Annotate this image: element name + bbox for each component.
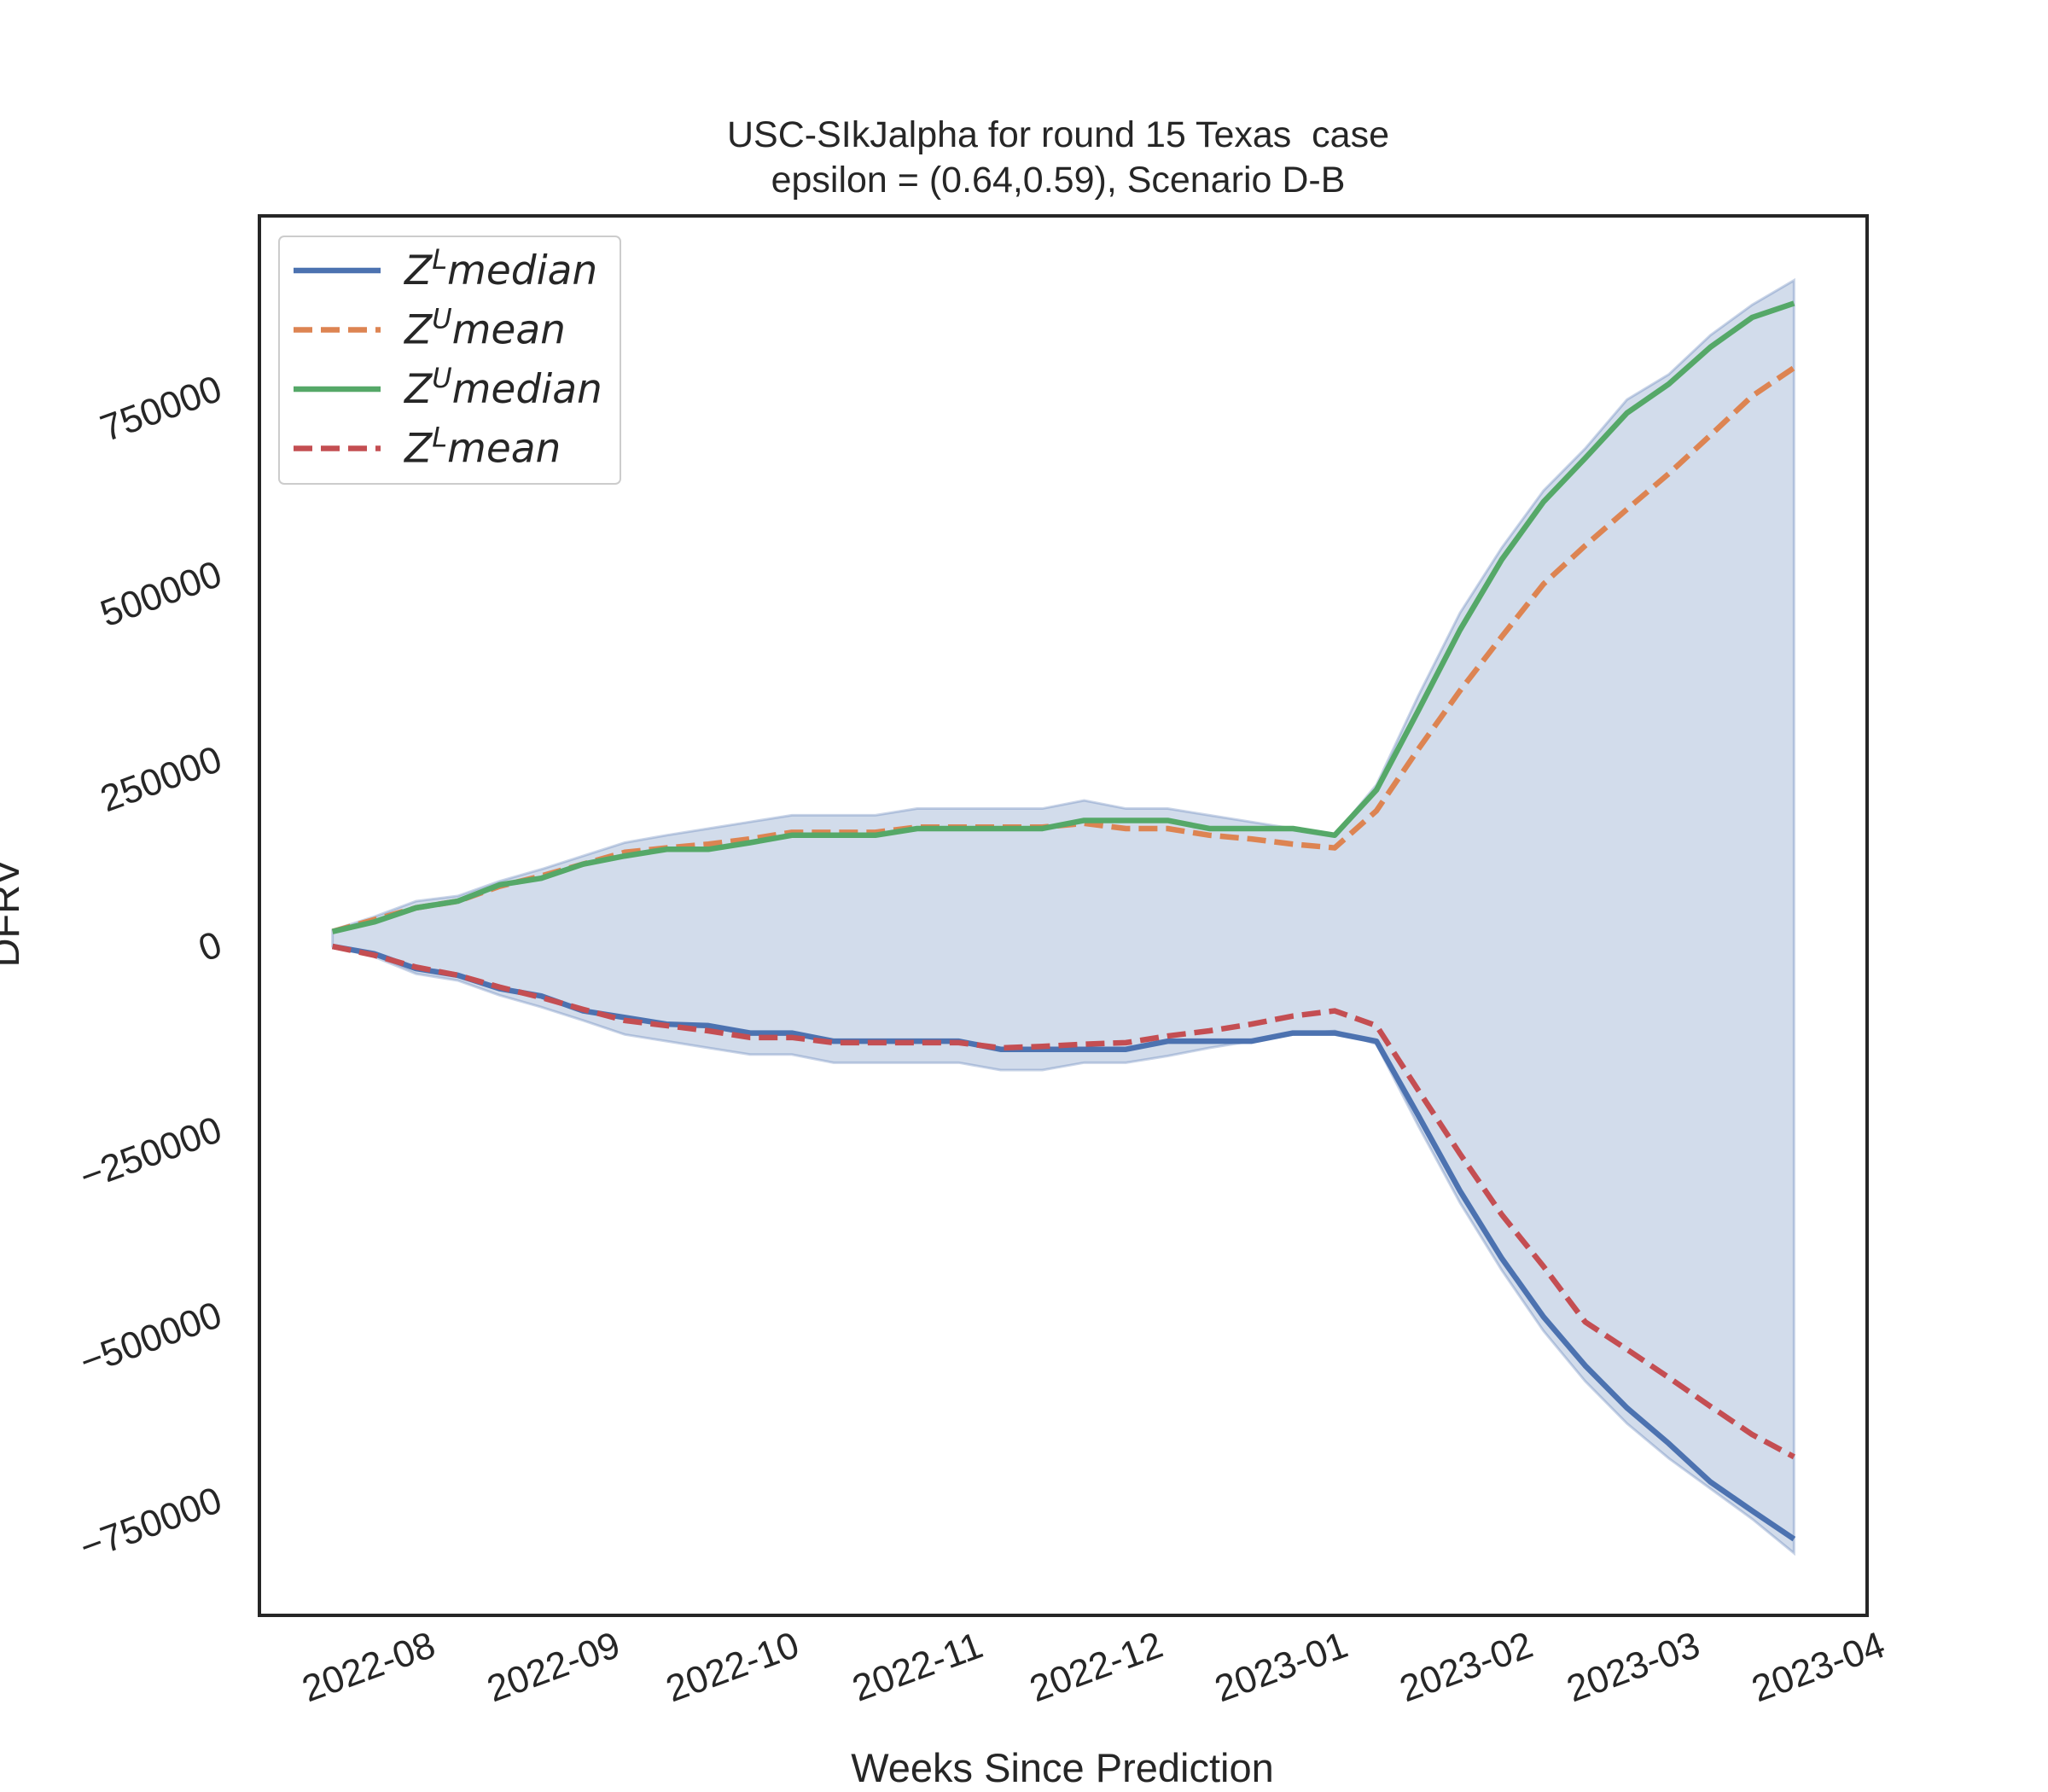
x-tick-label: 2023-04 [1747, 1624, 1891, 1710]
x-tick-label: 2023-01 [1209, 1624, 1353, 1710]
series-line [331, 300, 1795, 934]
x-tick-label: 2022-12 [1024, 1624, 1168, 1710]
y-tick-label: −500000 [74, 1294, 227, 1383]
legend-label-text: mean [452, 307, 566, 354]
legend-label-sup: U [432, 303, 451, 335]
x-tick-label: 2023-02 [1394, 1624, 1539, 1710]
legend-label: ZUmean [403, 303, 566, 354]
x-axis-label: Weeks Since Prediction [851, 1745, 1273, 1790]
legend-label-base: Z [403, 426, 433, 473]
series-line [331, 943, 1795, 1460]
x-tick-label: 2022-10 [660, 1624, 805, 1710]
chart-title: USC-SIkJalpha for round 15 Texas case [727, 114, 1389, 155]
band [331, 277, 1795, 1556]
x-tick-label: 2023-03 [1562, 1624, 1706, 1710]
legend-label: ZUmedian [403, 362, 602, 413]
legend-label-text: median [452, 366, 602, 413]
legend-label-text: mean [447, 426, 561, 473]
legend-label-sup: U [432, 362, 451, 394]
y-tick-label: 750000 [95, 368, 227, 450]
legend-label-base: Z [403, 307, 433, 354]
chart-subtitle: epsilon = (0.64,0.59), Scenario D-B [771, 160, 1346, 201]
legend-label-text: median [447, 247, 597, 294]
y-tick-label: −750000 [74, 1479, 227, 1568]
y-tick-label: 500000 [95, 553, 227, 635]
y-tick-label: 250000 [95, 738, 227, 820]
legend-label: ZLmedian [403, 243, 597, 294]
legend-label: ZLmean [403, 422, 561, 473]
y-tick-label: 0 [193, 923, 227, 969]
x-tick-label: 2022-11 [847, 1625, 988, 1710]
plot-area [331, 277, 1796, 1556]
legend-label-sup: L [432, 422, 447, 454]
legend-box [278, 236, 621, 485]
legend-label-sup: L [432, 243, 447, 276]
y-axis-label: DFRV [0, 858, 27, 968]
y-tick-label: −250000 [74, 1108, 227, 1198]
axes-frame [258, 214, 1869, 1617]
legend-label-base: Z [403, 366, 433, 413]
x-tick-label: 2022-09 [481, 1624, 625, 1710]
x-tick-label: 2022-08 [297, 1624, 441, 1710]
legend-label-base: Z [403, 247, 433, 294]
